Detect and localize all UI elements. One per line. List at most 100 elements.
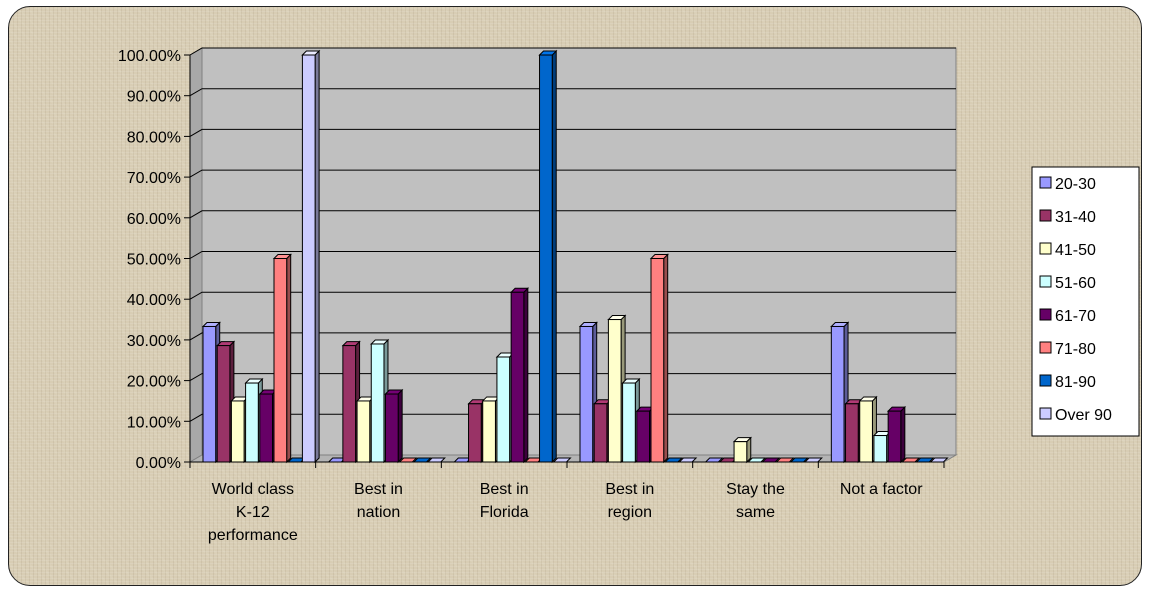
bar-top <box>803 457 823 463</box>
bar <box>301 49 321 464</box>
legend-swatch <box>1039 242 1052 255</box>
legend-swatch <box>1039 209 1052 222</box>
bar-front <box>510 291 525 463</box>
legend-swatch <box>1039 275 1052 288</box>
bar-top <box>747 457 767 463</box>
y-tick-label: 100.00% <box>118 48 181 65</box>
bar-front <box>887 410 902 463</box>
y-tick-label: 10.00% <box>127 414 181 431</box>
bar-side <box>286 253 292 464</box>
bar-side <box>551 49 557 464</box>
bar-front <box>873 435 888 463</box>
x-category-label: World class <box>212 481 294 498</box>
legend-label: 71-80 <box>1055 341 1096 358</box>
bar-top <box>761 457 781 463</box>
bar-top <box>704 457 724 463</box>
gridline <box>189 128 956 137</box>
legend-label: 41-50 <box>1055 242 1096 259</box>
x-category-label: Florida <box>480 504 529 521</box>
bar-front <box>370 343 385 463</box>
bar-front <box>273 258 288 463</box>
bar-front <box>579 325 594 463</box>
legend-label: 81-90 <box>1055 374 1096 391</box>
bar-front <box>539 54 553 463</box>
gridline <box>189 169 956 178</box>
x-category-label: region <box>608 504 652 521</box>
bar-front <box>230 400 245 463</box>
bar <box>578 321 598 464</box>
gridline <box>189 47 956 56</box>
bar <box>803 457 823 463</box>
y-tick-label: 20.00% <box>127 374 181 391</box>
bar-top <box>663 457 684 463</box>
bar <box>929 457 949 463</box>
bar-top <box>552 457 572 463</box>
y-tick-label: 80.00% <box>127 129 181 146</box>
bar <box>678 457 698 463</box>
bar-top <box>775 457 795 463</box>
bar-top <box>412 457 432 463</box>
gridline <box>189 413 956 422</box>
bar-top <box>901 457 921 463</box>
legend-box <box>1031 166 1140 437</box>
bar <box>509 287 530 464</box>
bar-top <box>789 457 809 463</box>
bar <box>412 457 432 463</box>
bar-front <box>202 325 217 463</box>
bar <box>775 457 795 463</box>
y-tick-label: 0.00% <box>136 455 181 472</box>
bar-front <box>384 393 399 463</box>
bar-front <box>593 403 608 463</box>
legend-swatch <box>1039 374 1052 387</box>
x-category-label: performance <box>208 527 298 544</box>
bar-top <box>678 457 698 463</box>
gridline <box>189 332 956 341</box>
bar-front <box>259 393 273 463</box>
bar-front <box>482 400 496 463</box>
x-category-label: Best in <box>354 481 403 498</box>
bar <box>901 457 921 463</box>
bars <box>201 49 949 464</box>
bar-side <box>314 49 320 464</box>
bar-top <box>929 457 949 463</box>
gridline <box>189 210 956 219</box>
gridline <box>189 88 956 97</box>
bar <box>915 457 935 463</box>
legend-label: 20-30 <box>1055 176 1096 193</box>
bar-front <box>216 345 231 463</box>
bar-side <box>523 287 529 464</box>
x-category-label: Best in <box>605 481 654 498</box>
bar <box>761 457 781 463</box>
bar <box>426 457 446 463</box>
x-category-label: Best in <box>480 481 529 498</box>
legend-swatch <box>1039 341 1052 354</box>
bar-front <box>830 325 845 463</box>
gridline <box>189 291 956 300</box>
bar-top <box>915 457 935 463</box>
bar-front <box>245 382 259 463</box>
bar-front <box>622 382 636 463</box>
bar-front <box>733 441 748 463</box>
bar-front <box>607 319 622 463</box>
bar-front <box>342 345 357 463</box>
bar-front <box>468 403 482 463</box>
legend-label: Over 90 <box>1055 407 1112 424</box>
bar <box>732 436 752 464</box>
bar-top <box>426 457 446 463</box>
bar <box>704 457 724 463</box>
bar <box>398 457 418 463</box>
y-tick-label: 90.00% <box>127 89 181 106</box>
legend: 20-30 31-40 41-50 51-60 61-70 71-80 81-90 Over … <box>1031 166 1140 437</box>
bar <box>663 457 684 463</box>
bar-front <box>496 356 511 463</box>
bar <box>886 405 907 464</box>
bar-side <box>663 253 669 464</box>
x-category-label: Stay the <box>726 481 785 498</box>
y-tick-label: 40.00% <box>127 292 181 309</box>
y-tick-label: 30.00% <box>127 333 181 350</box>
y-tick-label: 50.00% <box>127 252 181 269</box>
legend-swatch <box>1039 176 1052 189</box>
bar-side <box>900 405 906 464</box>
x-category-label: Not a factor <box>840 481 923 498</box>
y-tick-label: 70.00% <box>127 170 181 187</box>
